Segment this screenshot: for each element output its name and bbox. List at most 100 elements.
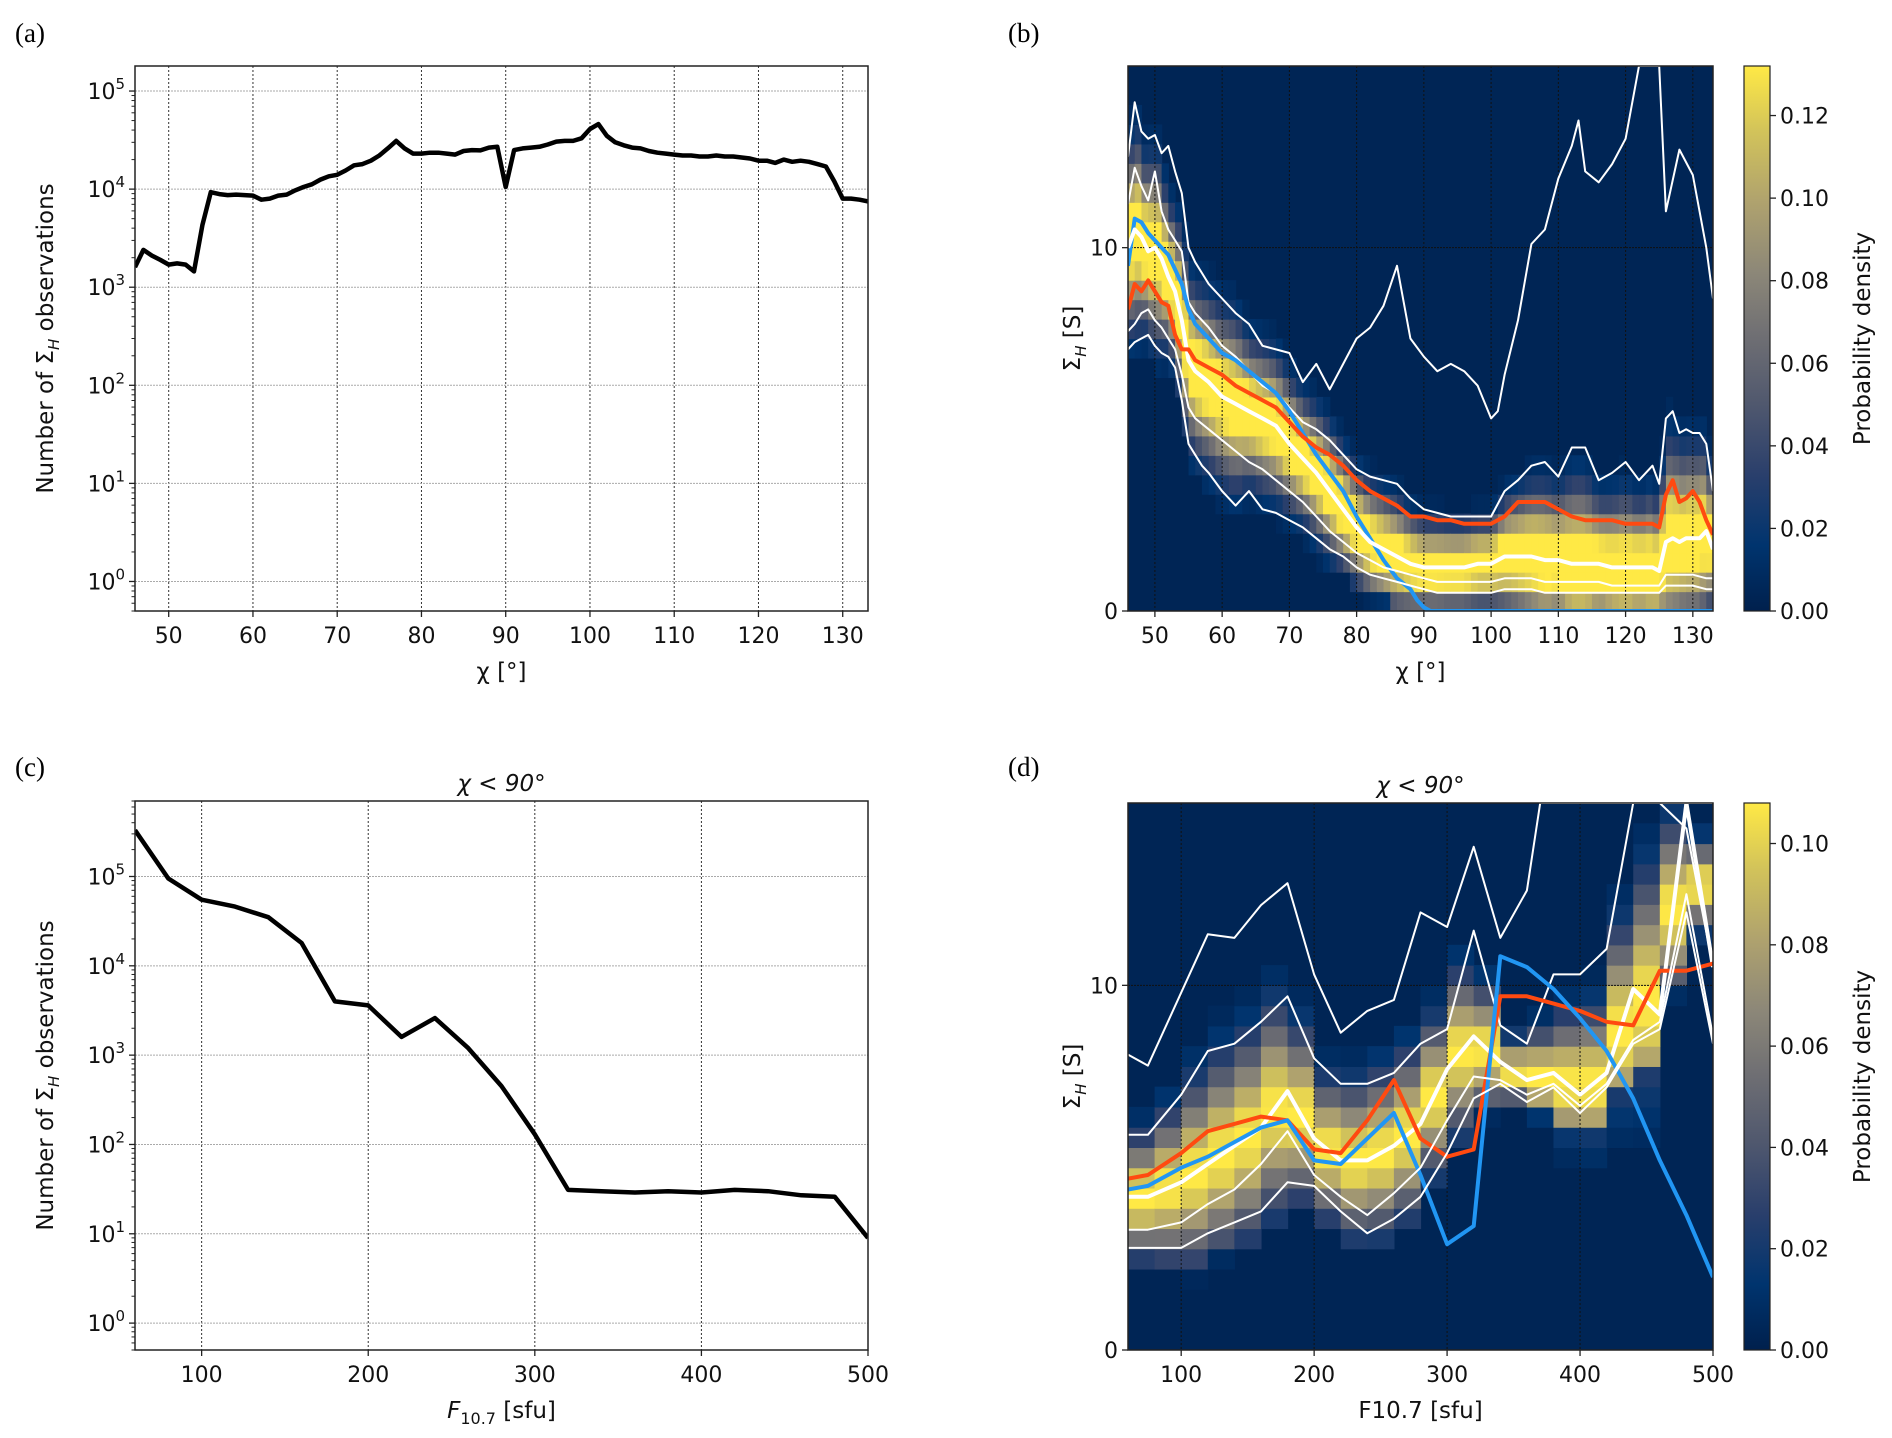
heatmap-cell [1376, 533, 1385, 554]
heatmap-cell [1269, 494, 1277, 515]
heatmap-cell [1215, 435, 1223, 456]
heatmap-cell [1420, 1167, 1448, 1189]
x-tick-label: 70 [323, 624, 351, 649]
heatmap-cell [1282, 494, 1290, 515]
x-tick-label: 130 [822, 624, 864, 649]
heatmap-cell [1457, 591, 1465, 611]
heatmap-cell [1580, 1127, 1608, 1149]
heatmap-cell [1262, 435, 1270, 456]
heatmap-cell [1491, 591, 1499, 611]
heatmap-cell [1222, 396, 1230, 417]
y-tick-label: 105 [87, 75, 125, 105]
heatmap-cell [1423, 591, 1432, 611]
heatmap-cell [1444, 591, 1452, 611]
heatmap-cell [1340, 1086, 1368, 1108]
heatmap-cell [1168, 221, 1176, 242]
heatmap-cell [1370, 494, 1378, 515]
heatmap-cell [1275, 357, 1284, 379]
heatmap-cell [1242, 435, 1250, 456]
x-tick-label: 80 [407, 624, 435, 649]
colorbar-tick-label: 0.02 [1780, 1238, 1829, 1263]
heatmap-cell [1633, 863, 1661, 885]
colorbar-tick-label: 0.06 [1780, 352, 1829, 377]
heatmap-cell [1578, 591, 1586, 611]
heatmap-cell [1367, 1208, 1395, 1230]
heatmap-cell [1504, 572, 1512, 593]
heatmap-cell [1175, 319, 1183, 340]
heatmap-cell [1544, 591, 1553, 611]
heatmap-cell [1612, 533, 1620, 554]
chart-title: χ < 90° [1374, 773, 1464, 799]
heatmap-cell [1692, 474, 1701, 495]
heatmap-cell [1181, 319, 1190, 340]
heatmap-cell [1645, 552, 1654, 573]
heatmap-cell [1249, 494, 1257, 515]
heatmap-cell [1128, 163, 1136, 184]
heatmap-cell [1531, 591, 1539, 611]
heatmap-cell [1633, 843, 1661, 865]
heatmap-cell [1370, 455, 1378, 476]
heatmap-cell [1195, 435, 1203, 456]
heatmap-cell [1504, 533, 1512, 554]
heatmap-cell [1605, 513, 1613, 534]
heatmap-cell [1484, 494, 1492, 515]
heatmap-cell [1383, 533, 1391, 554]
heatmap-cell [1410, 552, 1418, 573]
heatmap-cell [1625, 572, 1633, 593]
heatmap-cell [1314, 1066, 1342, 1088]
heatmap-cell [1235, 455, 1243, 476]
x-tick-label: 110 [653, 624, 695, 649]
heatmap-cell [1383, 513, 1391, 534]
heatmap-cell [1228, 357, 1237, 379]
heatmap-cell [1207, 1208, 1235, 1230]
heatmap-cell [1222, 319, 1230, 340]
heatmap-cell [1329, 455, 1338, 476]
heatmap-cell [1215, 416, 1223, 437]
heatmap-cell [1430, 552, 1438, 573]
heatmap-cell [1538, 591, 1546, 611]
heatmap-cell [1679, 416, 1687, 437]
heatmap-cell [1672, 572, 1680, 593]
heatmap-cell [1423, 533, 1432, 554]
heatmap-cell [1500, 1046, 1528, 1067]
heatmap-cell [1141, 319, 1149, 340]
heatmap-cell [1287, 1066, 1315, 1088]
heatmap-cell [1275, 338, 1284, 359]
heatmap-cell [1363, 494, 1371, 515]
heatmap-cell [1585, 533, 1593, 554]
heatmap-cell [1228, 377, 1237, 398]
heatmap-cell [1692, 455, 1701, 476]
heatmap-cell [1154, 202, 1163, 223]
heatmap-cell [1181, 1268, 1209, 1290]
x-tick-label: 120 [1605, 624, 1647, 649]
heatmap-cell [1612, 474, 1620, 495]
heatmap-cell [1553, 1066, 1581, 1088]
heatmap-cell [1444, 533, 1452, 554]
heatmap-cell [1228, 280, 1237, 301]
heatmap-cell [1234, 1025, 1262, 1047]
heatmap-cell [1686, 552, 1694, 573]
heatmap-cell [1565, 455, 1573, 476]
y-tick-label: 10 [1090, 974, 1118, 999]
heatmap-cell [1329, 494, 1338, 515]
heatmap-cell [1343, 494, 1351, 515]
heatmap-cell [1370, 513, 1378, 534]
x-tick-label: 90 [1410, 624, 1438, 649]
heatmap-cell [1511, 552, 1519, 573]
heatmap-cell [1336, 552, 1344, 573]
heatmap-cell [1316, 513, 1324, 534]
x-tick-label: 100 [181, 1363, 223, 1388]
heatmap-cell [1625, 533, 1633, 554]
heatmap-cell [1302, 396, 1311, 417]
x-tick-label: 100 [569, 624, 611, 649]
heatmap-cell [1686, 591, 1694, 611]
heatmap-cell [1269, 474, 1277, 495]
heatmap-cell [1665, 591, 1674, 611]
heatmap-cell [1255, 416, 1264, 437]
heatmap-cell [1235, 494, 1243, 515]
heatmap-cell [1420, 1005, 1448, 1027]
heatmap-cell [1393, 1187, 1422, 1209]
heatmap-cell [1128, 299, 1136, 320]
x-tick-label: 100 [1160, 1363, 1202, 1388]
heatmap-cell [1598, 591, 1607, 611]
